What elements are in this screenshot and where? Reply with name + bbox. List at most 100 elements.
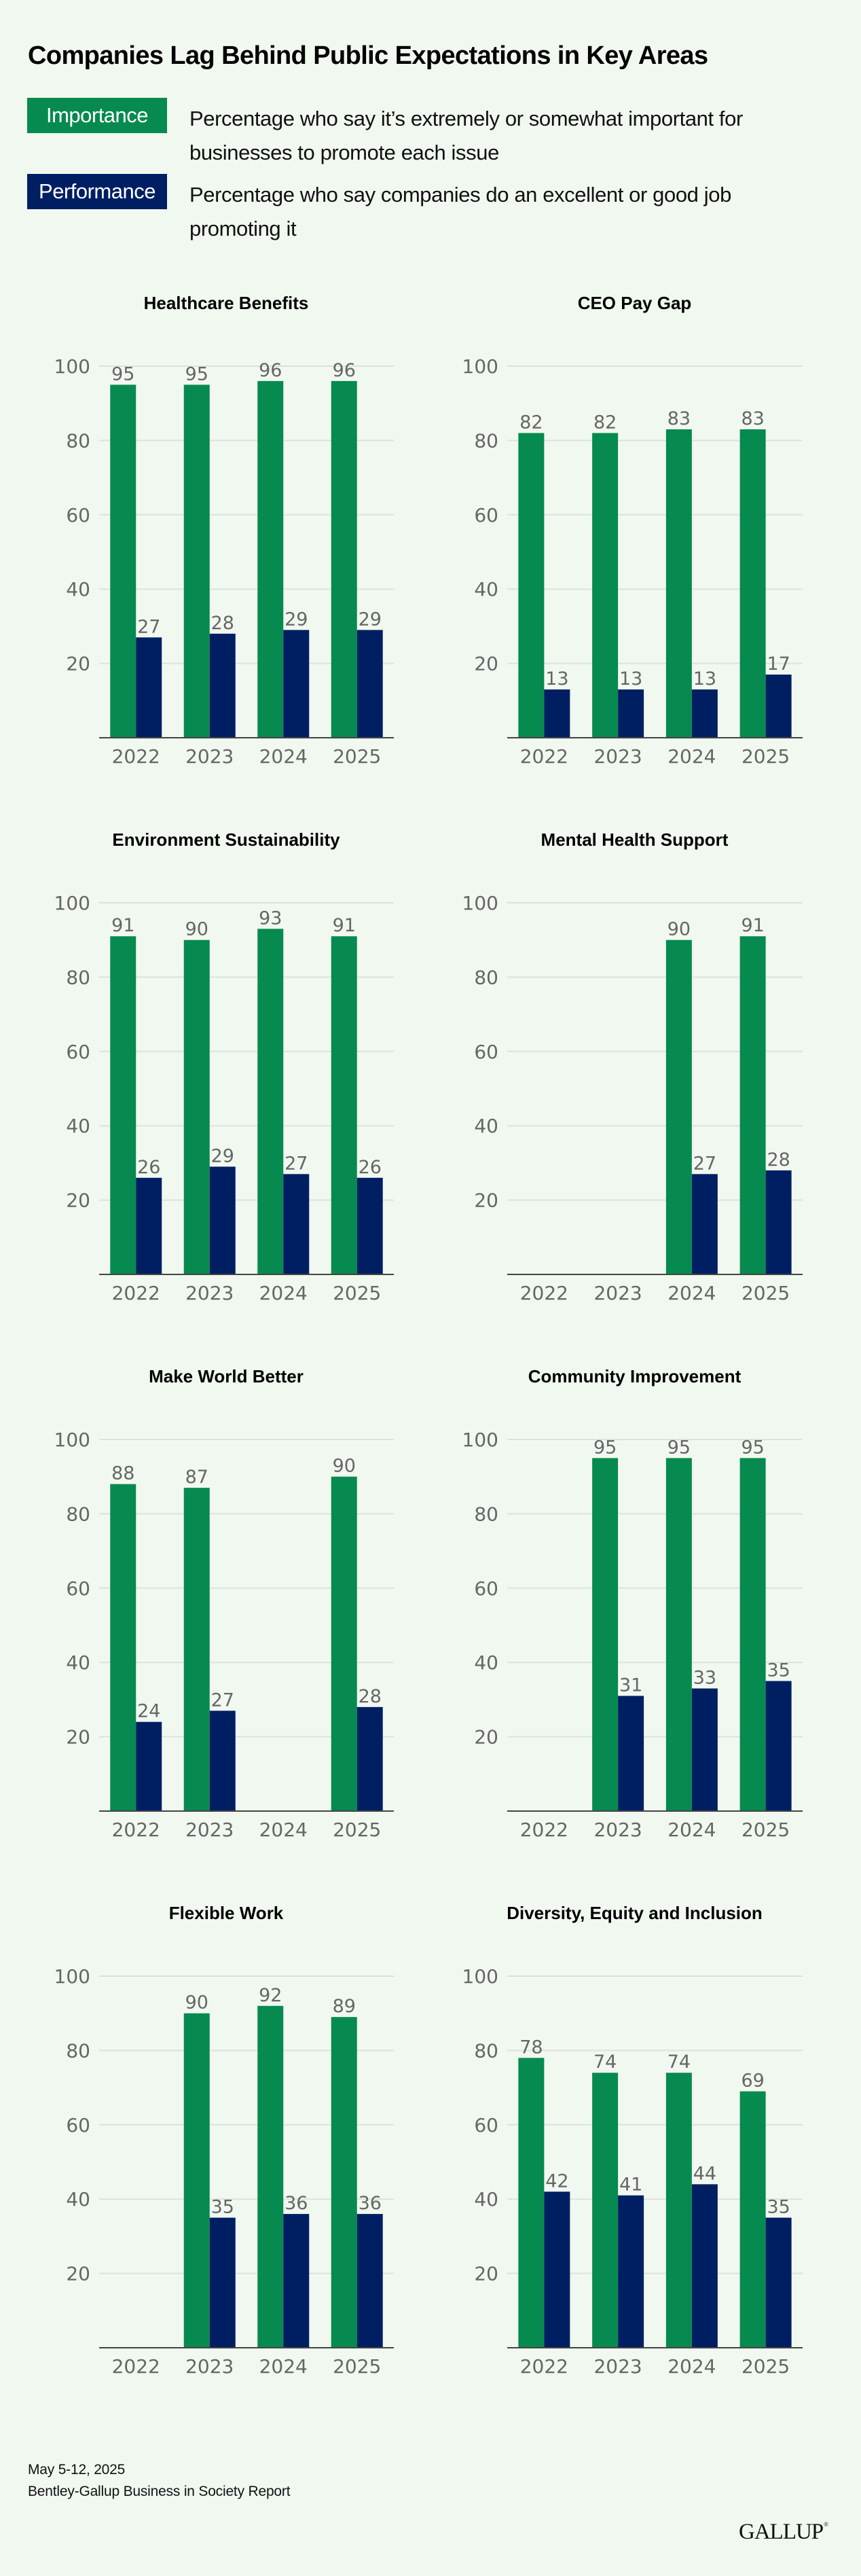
chart-title-make-world-better: Make World Better [149, 1366, 304, 1387]
bar-performance-2022 [136, 637, 162, 738]
bar-importance-2025 [739, 429, 766, 738]
y-tick-label: 100 [462, 355, 498, 378]
x-tick-label: 2024 [259, 2355, 308, 2378]
bar-performance-2022 [136, 1721, 162, 1811]
value-label-performance-2025: 35 [767, 1660, 790, 1681]
x-tick-label: 2024 [667, 1819, 716, 1841]
y-tick-label: 20 [66, 1189, 90, 1212]
bar-performance-2025 [765, 2217, 792, 2348]
bar-importance-2022 [110, 936, 136, 1274]
x-tick-label: 2025 [741, 1282, 790, 1304]
y-tick-label: 80 [66, 966, 90, 988]
value-label-performance-2024: 29 [285, 609, 308, 630]
x-tick-label: 2024 [667, 2355, 716, 2378]
value-label-performance-2023: 28 [211, 613, 234, 634]
bar-importance-2025 [331, 1476, 357, 1811]
bar-importance-2023 [183, 940, 210, 1274]
value-label-importance-2025: 90 [333, 1456, 356, 1477]
value-label-performance-2025: 29 [359, 609, 382, 630]
value-label-importance-2025: 69 [741, 2071, 764, 2092]
x-tick-label: 2023 [185, 2355, 234, 2378]
x-tick-label: 2023 [185, 1819, 234, 1841]
y-tick-label: 60 [66, 1577, 90, 1600]
value-label-performance-2022: 13 [545, 668, 568, 690]
value-label-importance-2023: 90 [185, 1992, 208, 2014]
y-tick-label: 100 [54, 1429, 90, 1451]
bar-performance-2023 [209, 2217, 236, 2348]
x-tick-label: 2022 [112, 1282, 160, 1304]
value-label-performance-2025: 28 [767, 1149, 790, 1170]
x-tick-label: 2022 [520, 1282, 568, 1304]
x-tick-label: 2023 [593, 1819, 642, 1841]
y-tick-label: 40 [474, 578, 498, 601]
value-label-importance-2022: 95 [111, 363, 134, 384]
y-tick-label: 20 [474, 1189, 498, 1212]
y-tick-label: 20 [474, 653, 498, 675]
y-tick-label: 80 [66, 429, 90, 452]
y-tick-label: 40 [474, 2188, 498, 2211]
x-tick-label: 2024 [259, 745, 308, 768]
footer: May 5-12, 2025 Bentley-Gallup Business i… [28, 2459, 291, 2503]
y-tick-label: 20 [66, 653, 90, 675]
value-label-importance-2024: 95 [667, 1437, 691, 1458]
y-tick-label: 100 [54, 355, 90, 378]
value-label-importance-2025: 91 [333, 915, 356, 936]
bar-performance-2025 [356, 1706, 383, 1811]
value-label-performance-2025: 28 [359, 1686, 382, 1707]
x-tick-label: 2025 [741, 1819, 790, 1841]
y-tick-label: 100 [462, 1965, 498, 1988]
x-tick-label: 2025 [333, 1282, 381, 1304]
value-label-importance-2022: 91 [111, 915, 134, 936]
y-tick-label: 40 [474, 1115, 498, 1137]
bar-performance-2024 [283, 630, 310, 738]
value-label-importance-2025: 89 [333, 1996, 356, 2017]
y-tick-label: 60 [474, 2114, 498, 2136]
y-tick-label: 40 [66, 1115, 90, 1137]
bar-importance-2022 [110, 1484, 136, 1811]
bar-importance-2025 [331, 380, 357, 738]
bar-importance-2024 [665, 429, 692, 738]
x-tick-label: 2025 [741, 2355, 790, 2378]
y-tick-label: 60 [474, 1577, 498, 1600]
bar-importance-2022 [518, 2058, 545, 2348]
x-tick-label: 2023 [593, 2355, 642, 2378]
x-tick-label: 2022 [112, 1819, 160, 1841]
value-label-performance-2024: 13 [693, 668, 716, 690]
page-title: Companies Lag Behind Public Expectations… [28, 41, 708, 70]
value-label-performance-2023: 27 [211, 1689, 234, 1711]
y-tick-label: 100 [54, 892, 90, 914]
value-label-performance-2024: 33 [693, 1667, 716, 1688]
y-tick-label: 20 [66, 2263, 90, 2285]
y-tick-label: 80 [474, 1503, 498, 1525]
x-tick-label: 2022 [112, 2355, 160, 2378]
x-tick-label: 2024 [667, 1282, 716, 1304]
x-tick-label: 2025 [333, 745, 381, 768]
bar-performance-2023 [209, 633, 236, 738]
bar-performance-2024 [691, 1688, 718, 1811]
legend-description-importance: Percentage who say it’s extremely or som… [189, 107, 743, 164]
x-tick-label: 2022 [112, 745, 160, 768]
source-note: Bentley-Gallup Business in Society Repor… [28, 2484, 291, 2499]
y-tick-label: 100 [462, 892, 498, 914]
legend-key-importance: Importance [27, 98, 167, 133]
bar-performance-2025 [356, 2214, 383, 2348]
value-label-importance-2024: 92 [259, 1985, 282, 2006]
y-tick-label: 60 [474, 504, 498, 526]
registered-mark: ® [824, 2521, 829, 2528]
x-tick-label: 2025 [333, 1819, 381, 1841]
bar-importance-2025 [739, 1458, 766, 1811]
bar-importance-2023 [183, 384, 210, 738]
logo-text: GALLUP [739, 2520, 824, 2544]
x-tick-label: 2024 [667, 745, 716, 768]
value-label-performance-2023: 35 [211, 2197, 234, 2218]
y-tick-label: 40 [66, 578, 90, 601]
value-label-importance-2024: 93 [259, 908, 282, 929]
y-tick-label: 80 [474, 429, 498, 452]
value-label-importance-2023: 90 [185, 919, 208, 940]
chart-title-diversity-equity-and-inclusion: Diversity, Equity and Inclusion [507, 1903, 763, 1923]
bar-importance-2024 [257, 929, 284, 1274]
value-label-importance-2024: 83 [667, 408, 691, 429]
bar-performance-2022 [136, 1177, 162, 1274]
bar-importance-2025 [739, 2091, 766, 2348]
survey-dates: May 5-12, 2025 [28, 2462, 126, 2477]
